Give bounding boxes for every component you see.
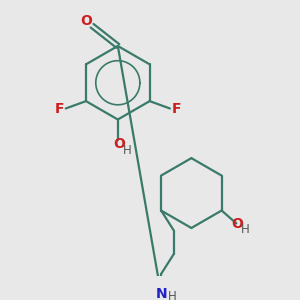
Text: O: O	[231, 217, 243, 231]
Text: O: O	[81, 14, 92, 28]
Text: F: F	[55, 102, 64, 116]
Text: O: O	[114, 137, 126, 151]
Text: F: F	[172, 102, 181, 116]
Text: N: N	[155, 287, 167, 300]
Text: H: H	[241, 223, 250, 236]
Text: H: H	[168, 290, 176, 300]
Text: H: H	[123, 144, 131, 157]
